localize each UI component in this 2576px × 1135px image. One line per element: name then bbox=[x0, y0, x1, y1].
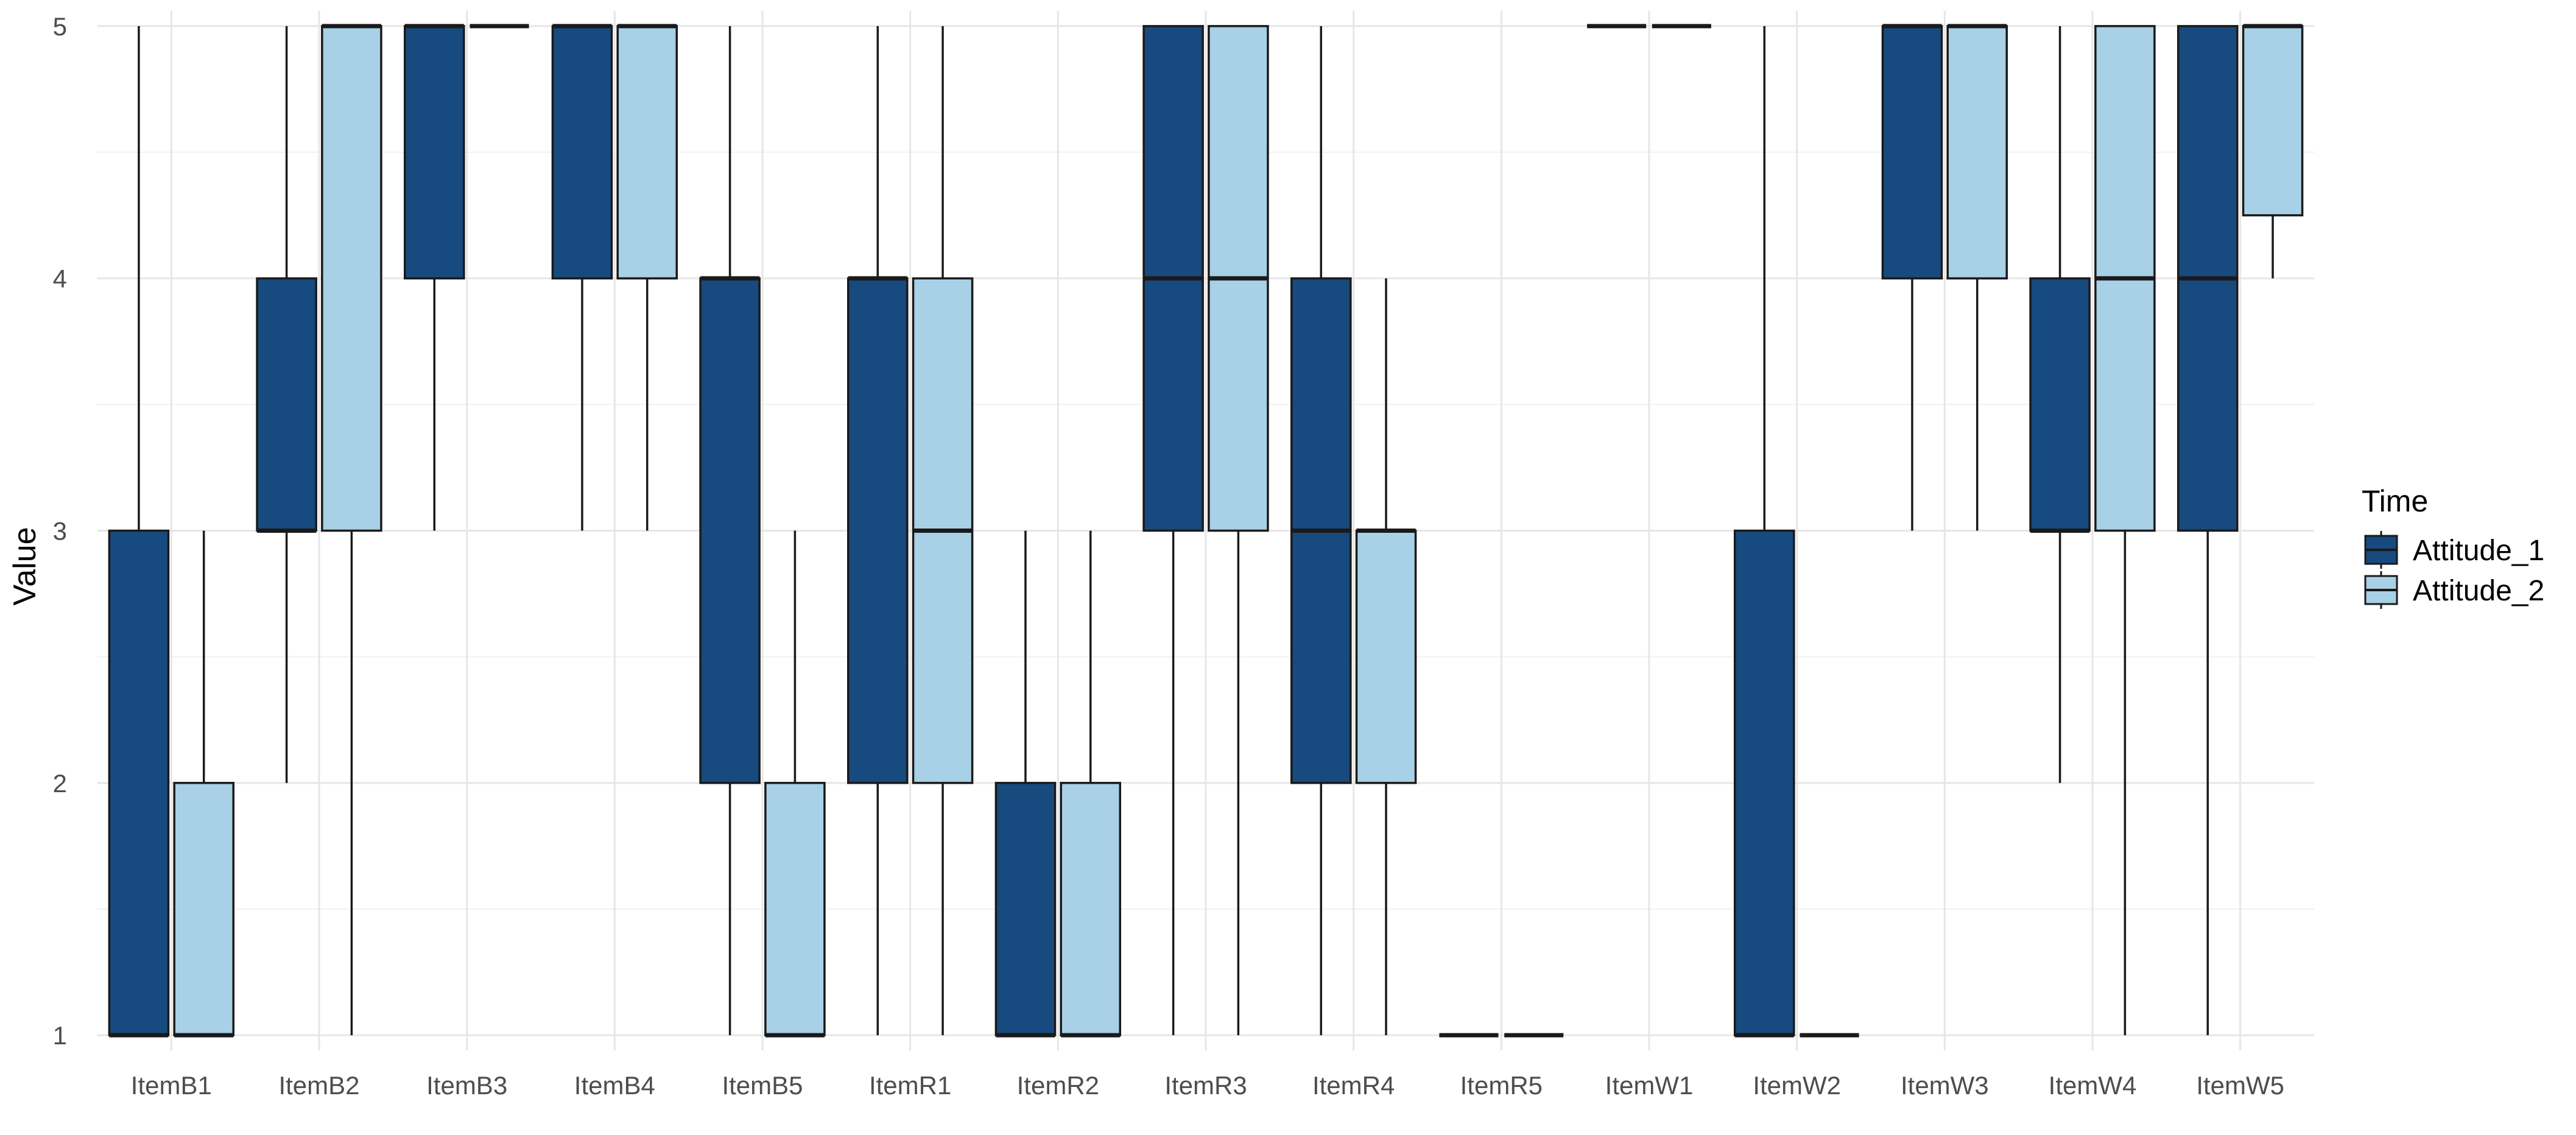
box-attitude_2-itemw3 bbox=[1946, 24, 2008, 531]
x-tick-label: ItemB3 bbox=[426, 1071, 507, 1100]
x-tick-label: ItemW3 bbox=[1901, 1071, 1989, 1100]
box-rect bbox=[321, 25, 382, 532]
box-attitude_1-itemr2 bbox=[994, 530, 1057, 1038]
box-attitude_2-itemr4 bbox=[1355, 278, 1417, 1036]
box-attitude_1-itemw2 bbox=[1733, 26, 1795, 1038]
legend-item-attitude_1: Attitude_1 bbox=[2364, 531, 2544, 569]
box-attitude_1-itemw5 bbox=[2177, 25, 2239, 1036]
box-attitude_2-itemb1 bbox=[173, 530, 235, 1038]
box-attitude_2-itemw4 bbox=[2094, 25, 2156, 1036]
box-attitude_2-itemr2 bbox=[1060, 530, 1122, 1038]
box-rect bbox=[994, 782, 1057, 1036]
box-rect bbox=[2029, 277, 2091, 532]
box-rect bbox=[699, 277, 761, 784]
box-attitude_1-itemr1 bbox=[846, 26, 909, 1036]
box-rect bbox=[173, 782, 235, 1036]
grid-layer bbox=[97, 11, 2314, 1050]
box-rect bbox=[551, 25, 613, 279]
box-attitude_2-itemb4 bbox=[616, 24, 678, 531]
box-attitude_2-itemb5 bbox=[764, 530, 826, 1038]
x-tick-label: ItemB5 bbox=[722, 1071, 803, 1100]
x-tick-label: ItemW5 bbox=[2196, 1071, 2284, 1100]
box-attitude_2-itemr3 bbox=[1208, 25, 1269, 1036]
box-rect bbox=[1060, 782, 1122, 1036]
box-attitude_1-itemb3 bbox=[403, 24, 465, 531]
box-rect bbox=[1946, 25, 2008, 279]
box-attitude_2-itemr1 bbox=[912, 26, 974, 1036]
x-tick-label: ItemR1 bbox=[869, 1071, 951, 1100]
x-tick-label: ItemR2 bbox=[1017, 1071, 1099, 1100]
y-tick-label: 5 bbox=[53, 12, 67, 41]
box-attitude_1-itemw4 bbox=[2029, 26, 2091, 783]
box-attitude_1-itemr3 bbox=[1142, 25, 1204, 1036]
x-tick-label: ItemW2 bbox=[1753, 1071, 1841, 1100]
x-tick-label: ItemB4 bbox=[574, 1071, 655, 1100]
box-rect bbox=[108, 529, 170, 1036]
x-tick-label: ItemR3 bbox=[1164, 1071, 1247, 1100]
x-tick-label: ItemB1 bbox=[131, 1071, 212, 1100]
x-tick-label: ItemW4 bbox=[2049, 1071, 2137, 1100]
box-attitude_1-itemb4 bbox=[551, 24, 613, 531]
box-layer bbox=[108, 24, 2304, 1038]
x-tick-label: ItemW1 bbox=[1605, 1071, 1694, 1100]
box-attitude_2-itemw5 bbox=[2242, 24, 2304, 279]
legend: Time Attitude_1 Attitude_2 bbox=[2362, 484, 2544, 609]
box-rect bbox=[1355, 529, 1417, 784]
x-tick-label: ItemB2 bbox=[278, 1071, 359, 1100]
box-attitude_1-itemb1 bbox=[108, 26, 170, 1038]
box-attitude_1-itemw3 bbox=[1881, 24, 1943, 531]
legend-label: Attitude_1 bbox=[2413, 535, 2544, 567]
box-rect bbox=[846, 277, 909, 784]
legend-item-attitude_2: Attitude_2 bbox=[2364, 571, 2544, 609]
legend-title: Time bbox=[2362, 484, 2428, 518]
y-tick-label: 2 bbox=[53, 769, 67, 798]
box-rect bbox=[256, 277, 317, 532]
box-rect bbox=[764, 782, 826, 1036]
box-attitude_1-itemr4 bbox=[1290, 26, 1352, 1036]
box-attitude_1-itemb2 bbox=[256, 26, 317, 783]
box-rect bbox=[1881, 25, 1943, 279]
box-rect bbox=[2242, 25, 2304, 217]
y-axis-title: Value bbox=[7, 527, 43, 605]
legend-label: Attitude_2 bbox=[2413, 575, 2544, 607]
y-tick-label: 3 bbox=[53, 517, 67, 546]
axis-layer: 1 2 3 4 5 ItemB1 ItemB2 ItemB3 ItemB4 ItemB5 ItemR… bbox=[53, 12, 2284, 1100]
box-rect bbox=[616, 25, 678, 279]
x-tick-label: ItemR4 bbox=[1312, 1071, 1395, 1100]
box-attitude_2-itemb2 bbox=[321, 24, 382, 1036]
box-attitude_1-itemb5 bbox=[699, 26, 761, 1036]
box-rect bbox=[1733, 529, 1795, 1036]
box-rect bbox=[403, 25, 465, 279]
y-tick-label: 1 bbox=[53, 1021, 67, 1050]
y-tick-label: 4 bbox=[53, 264, 67, 293]
x-tick-label: ItemR5 bbox=[1460, 1071, 1543, 1100]
legend-items: Attitude_1 Attitude_2 bbox=[2364, 531, 2544, 609]
